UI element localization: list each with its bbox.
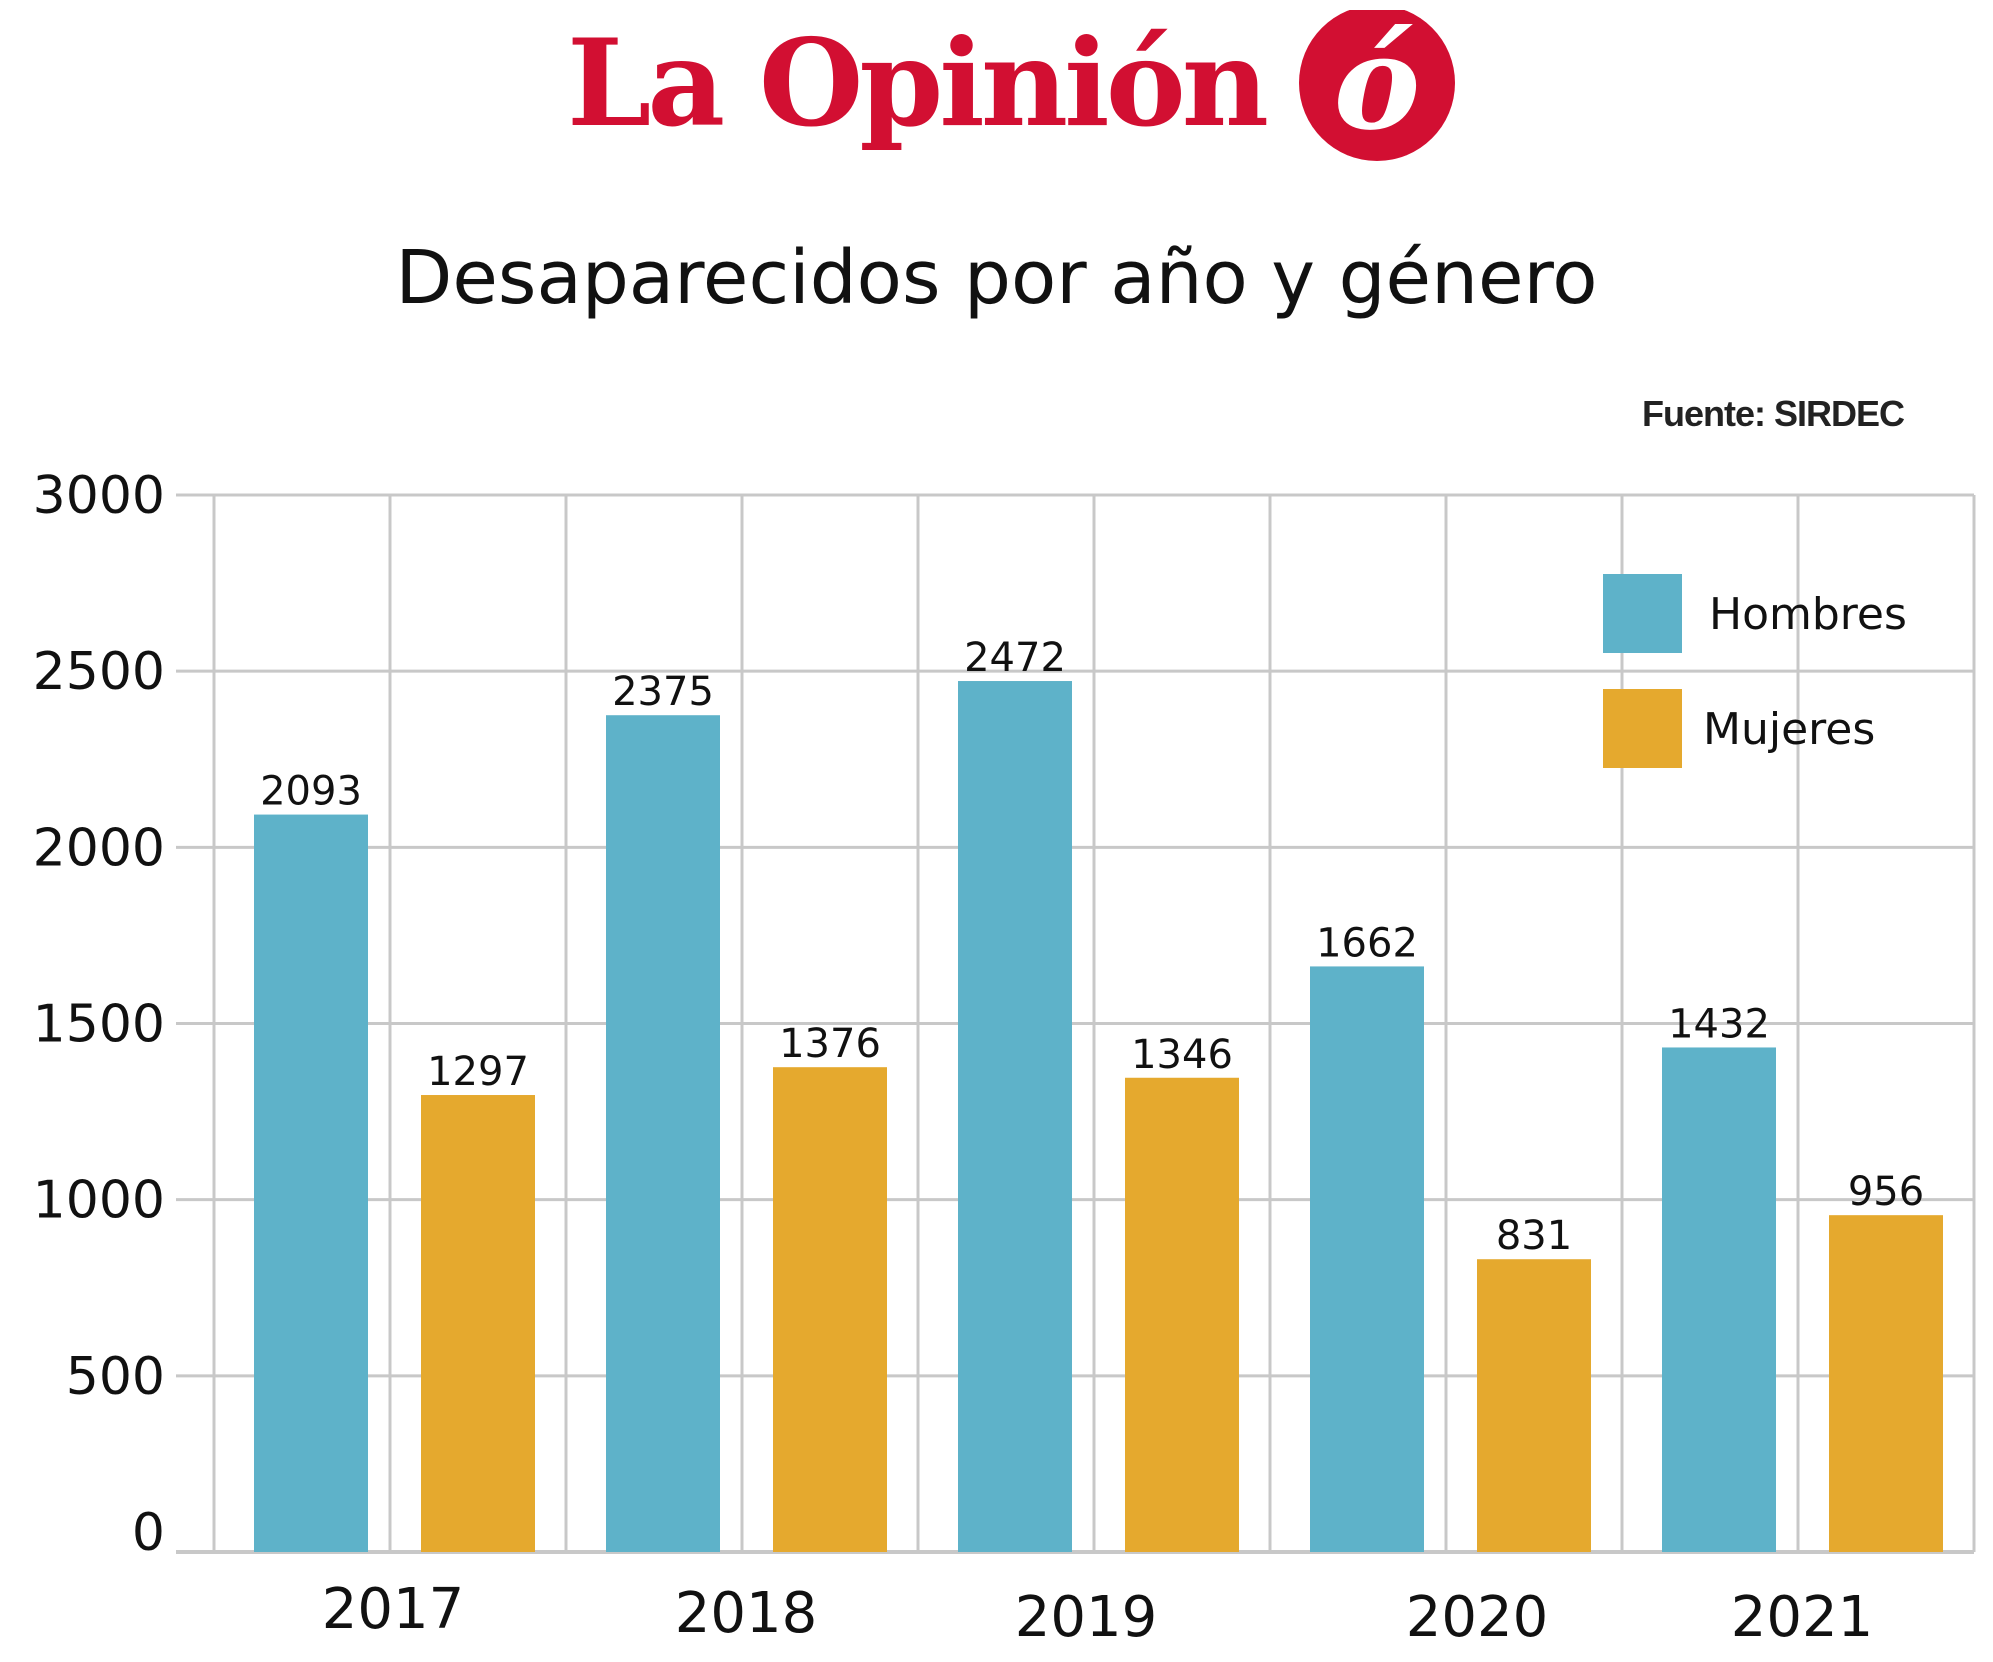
data-label: 831 (1496, 1213, 1572, 1259)
logo-wordmark: La Opinión (567, 13, 1267, 154)
la-opinion-logo: La Opinión ó (567, 10, 1455, 161)
bar-hombres (254, 814, 368, 1552)
y-tick-label: 2500 (33, 642, 165, 702)
bar-hombres (1310, 966, 1424, 1552)
bar-hombres (606, 715, 720, 1552)
data-label: 1297 (427, 1049, 529, 1095)
data-label: 1346 (1131, 1032, 1233, 1078)
x-tick-label: 2020 (1406, 1585, 1549, 1650)
bar-mujeres (421, 1095, 535, 1552)
y-tick-label: 500 (66, 1347, 165, 1407)
bar-hombres (1662, 1047, 1776, 1552)
logo-circle-icon (1299, 10, 1455, 161)
legend-label: Mujeres (1703, 704, 1875, 755)
y-tick-label: 2000 (33, 818, 165, 878)
data-label: 2472 (964, 635, 1066, 681)
x-tick-label: 2018 (675, 1581, 818, 1646)
data-label: 2375 (612, 669, 714, 715)
y-tick-label: 3000 (33, 466, 165, 526)
x-tick-label: 2019 (1015, 1585, 1158, 1650)
legend-swatch (1603, 689, 1682, 768)
x-tick-label: 2021 (1731, 1585, 1874, 1650)
legend-label: Hombres (1709, 589, 1907, 640)
logo-mark: ó (1334, 10, 1421, 159)
x-tick-label: 2017 (322, 1577, 465, 1642)
data-label: 1432 (1668, 1001, 1770, 1047)
legend-swatch (1603, 574, 1682, 653)
y-tick-label: 0 (132, 1503, 165, 1563)
bar-hombres (958, 681, 1072, 1552)
y-tick-label: 1000 (33, 1171, 165, 1231)
bar-mujeres (773, 1067, 887, 1552)
bar-mujeres (1477, 1259, 1591, 1552)
data-label: 1662 (1316, 920, 1418, 966)
chart-title: Desaparecidos por año y género (395, 235, 1598, 321)
source-note: Fuente: SIRDEC (1641, 393, 1905, 434)
data-label: 2093 (260, 769, 362, 815)
bar-mujeres (1829, 1215, 1943, 1552)
bar-mujeres (1125, 1077, 1239, 1552)
data-label: 956 (1848, 1169, 1924, 1215)
y-tick-label: 1500 (33, 995, 165, 1055)
data-label: 1376 (779, 1021, 881, 1067)
